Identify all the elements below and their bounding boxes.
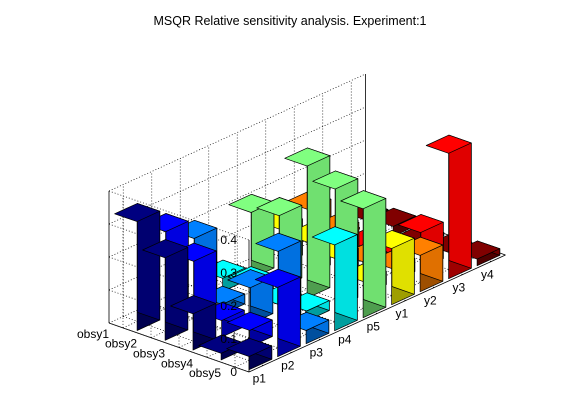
y-tick-label: obsy3 <box>133 347 165 361</box>
z-gridline-back <box>108 73 366 192</box>
bar <box>425 134 472 280</box>
bar <box>368 230 415 306</box>
y-tick-label: obsy4 <box>161 356 193 370</box>
bar <box>311 226 358 332</box>
bar <box>397 236 444 293</box>
bar <box>114 203 161 331</box>
bar <box>226 337 273 371</box>
x-tick-label: p5 <box>367 320 381 334</box>
x-tick-label: p2 <box>281 359 295 373</box>
x-tick-label: y1 <box>395 307 408 321</box>
bar <box>254 268 301 358</box>
z-tick-label: 0.1 <box>220 332 237 346</box>
y-tick-label: obsy2 <box>105 337 137 351</box>
x-tick-label: y2 <box>424 294 437 308</box>
x-tick-label: p3 <box>310 346 324 360</box>
x-tick-label: y3 <box>452 281 465 295</box>
chart-title: MSQR Relative sensitivity analysis. Expe… <box>153 14 426 28</box>
bar <box>284 147 331 299</box>
z-tick-label: 0.4 <box>220 233 237 247</box>
y-tick-label: obsy5 <box>189 366 221 380</box>
x-tick-label: y4 <box>481 268 494 282</box>
axis-box-edge <box>248 254 506 373</box>
bar <box>340 190 387 319</box>
z-tick-label: 0.3 <box>220 266 237 280</box>
axis-box-edge <box>108 322 250 373</box>
z-tick-label: 0.2 <box>220 299 237 313</box>
bar <box>227 269 274 325</box>
x-tick-label: p1 <box>253 372 267 386</box>
z-gridline-left <box>108 190 250 241</box>
tick-label-layer: 00.10.20.30.4p1p2p3p4p5y1y2y3y4obsy1obsy… <box>77 233 494 386</box>
x-tick-label: p4 <box>338 333 352 347</box>
y-tick-label: obsy1 <box>77 327 109 341</box>
z-tick-label: 0 <box>230 365 237 379</box>
bar-layer <box>114 134 501 371</box>
